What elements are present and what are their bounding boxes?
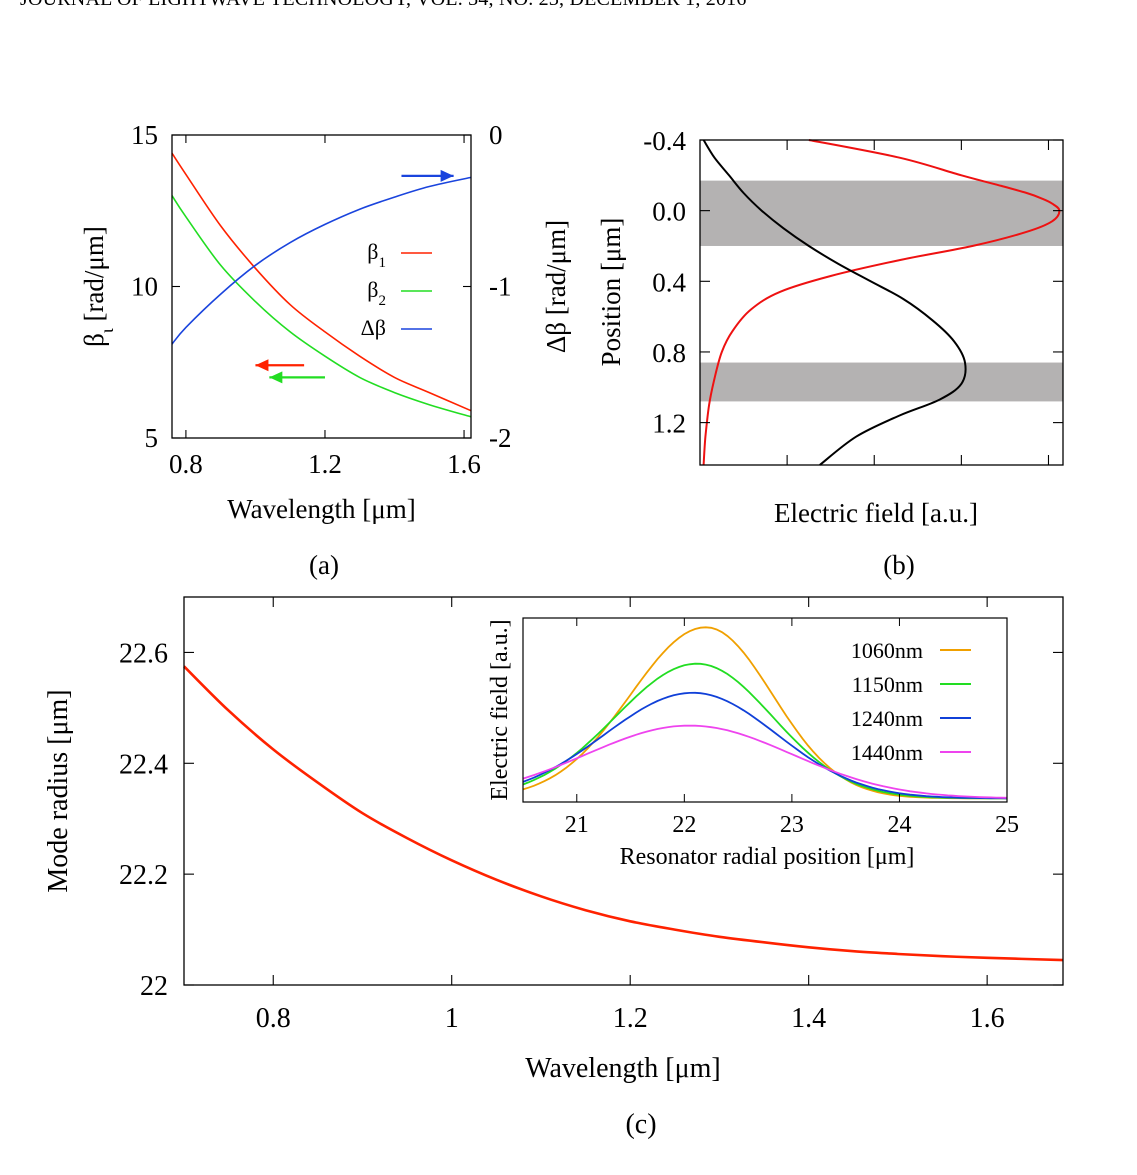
inset-plot: 21 22 23 24 25 Resonator radial position [μm]… <box>487 617 1019 870</box>
inset-series-line <box>522 724 1008 799</box>
journal-header-text: JOURNAL OF LIGHTWAVE TECHNOLOGY, VOL. 34… <box>20 0 747 11</box>
legend-label: Δβ <box>361 315 386 340</box>
x-tick-label: 1.2 <box>308 449 342 479</box>
inset-x-axis-label: Resonator radial position [μm] <box>620 844 915 870</box>
y-tick-label-right: -1 <box>489 272 512 302</box>
legend-symbol: β <box>367 239 378 264</box>
x-axis-label: Wavelength [μm] <box>525 1053 720 1084</box>
y-tick-label-right: -2 <box>489 423 512 453</box>
x-axis-label: Electric field [a.u.] <box>774 498 978 528</box>
x-tick-label: 0.8 <box>256 1003 291 1034</box>
panel-b: -0.4 0.0 0.4 0.8 1.2 Electric field [a.u.] Pos… <box>596 126 1064 580</box>
waveguide-band <box>700 362 1063 402</box>
y-tick-label: 0.0 <box>652 197 686 227</box>
field-profile <box>702 139 1061 466</box>
panel-label: (c) <box>625 1109 656 1140</box>
plot-frame <box>699 139 1064 466</box>
inset-x-tick-label: 22 <box>672 812 696 838</box>
inset-legend-label: 1240nm <box>851 706 923 731</box>
panel-label: (a) <box>309 550 339 580</box>
direction-arrow-head <box>255 359 269 372</box>
series-line <box>171 195 472 418</box>
plot-frame <box>183 596 1064 986</box>
x-tick-label: 1.2 <box>613 1003 648 1034</box>
plot-frame <box>171 134 472 439</box>
x-tick-label: 1.4 <box>791 1003 826 1034</box>
inset-y-axis-label: Electric field [a.u.] <box>487 619 513 800</box>
direction-arrow-head <box>269 371 283 384</box>
y-tick-label-left: 15 <box>131 120 158 150</box>
waveguide-band <box>700 180 1063 246</box>
y-axis-label-left: βι [rad/μm] <box>79 226 117 347</box>
inset-x-tick-label: 24 <box>887 812 911 838</box>
y-tick-label: 0.8 <box>652 338 686 368</box>
legend-label: β1 <box>367 239 386 271</box>
y-tick-label-left: 5 <box>145 423 159 453</box>
x-axis-label: Wavelength [μm] <box>227 494 416 524</box>
journal-header: JOURNAL OF LIGHTWAVE TECHNOLOGY, VOL. 34… <box>0 0 1137 32</box>
y-tick-label: -0.4 <box>643 126 686 156</box>
y-axis-label: Position [μm] <box>596 218 626 367</box>
y-axis-label-right: Δβ [rad/μm] <box>541 220 571 353</box>
x-tick-label: 0.8 <box>169 449 203 479</box>
y-tick-label-right: 0 <box>489 120 503 150</box>
y-tick-label: 22.6 <box>119 638 168 669</box>
legend-sub: 1 <box>379 255 387 271</box>
series-line <box>171 176 472 345</box>
y-tick-label-left: 10 <box>131 272 158 302</box>
inset-legend-label: 1440nm <box>851 740 923 765</box>
inset-x-tick-label: 25 <box>995 812 1019 838</box>
inset-frame <box>522 617 1008 803</box>
legend-label: β2 <box>367 277 386 309</box>
legend-symbol: β <box>367 277 378 302</box>
series-line <box>171 152 472 412</box>
y-axis-label: Mode radius [μm] <box>43 689 74 892</box>
field-profile <box>702 139 967 466</box>
direction-arrow-head <box>440 169 454 182</box>
y-axis-label-left-symbol: β <box>79 333 109 347</box>
x-tick-label: 1.6 <box>447 449 481 479</box>
inset-series-line <box>522 691 1008 800</box>
inset-x-tick-label: 23 <box>780 812 804 838</box>
x-tick-label: 1.6 <box>970 1003 1005 1034</box>
inset-x-tick-label: 21 <box>565 812 589 838</box>
mode-radius-line <box>183 665 1064 962</box>
legend-symbol: Δβ <box>361 315 386 340</box>
y-tick-label: 0.4 <box>652 267 686 297</box>
y-axis-label-left-unit: [rad/μm] <box>79 226 109 328</box>
y-tick-label: 1.2 <box>652 409 686 439</box>
y-axis-label-left-sub: ι <box>97 328 117 333</box>
y-tick-label: 22.2 <box>119 860 168 891</box>
inset-legend-label: 1150nm <box>852 672 923 697</box>
y-tick-label: 22.4 <box>119 749 168 780</box>
x-tick-label: 1 <box>445 1003 459 1034</box>
panel-c: 0.8 1 1.2 1.4 1.6 22 22.2 22.4 22.6 Wavelength [μ… <box>43 596 1064 1140</box>
panel-label: (b) <box>883 550 914 580</box>
inset-background <box>523 618 1007 802</box>
inset-legend-label: 1060nm <box>851 638 923 663</box>
y-tick-label: 22 <box>140 971 168 1002</box>
legend-sub: 2 <box>379 293 387 309</box>
